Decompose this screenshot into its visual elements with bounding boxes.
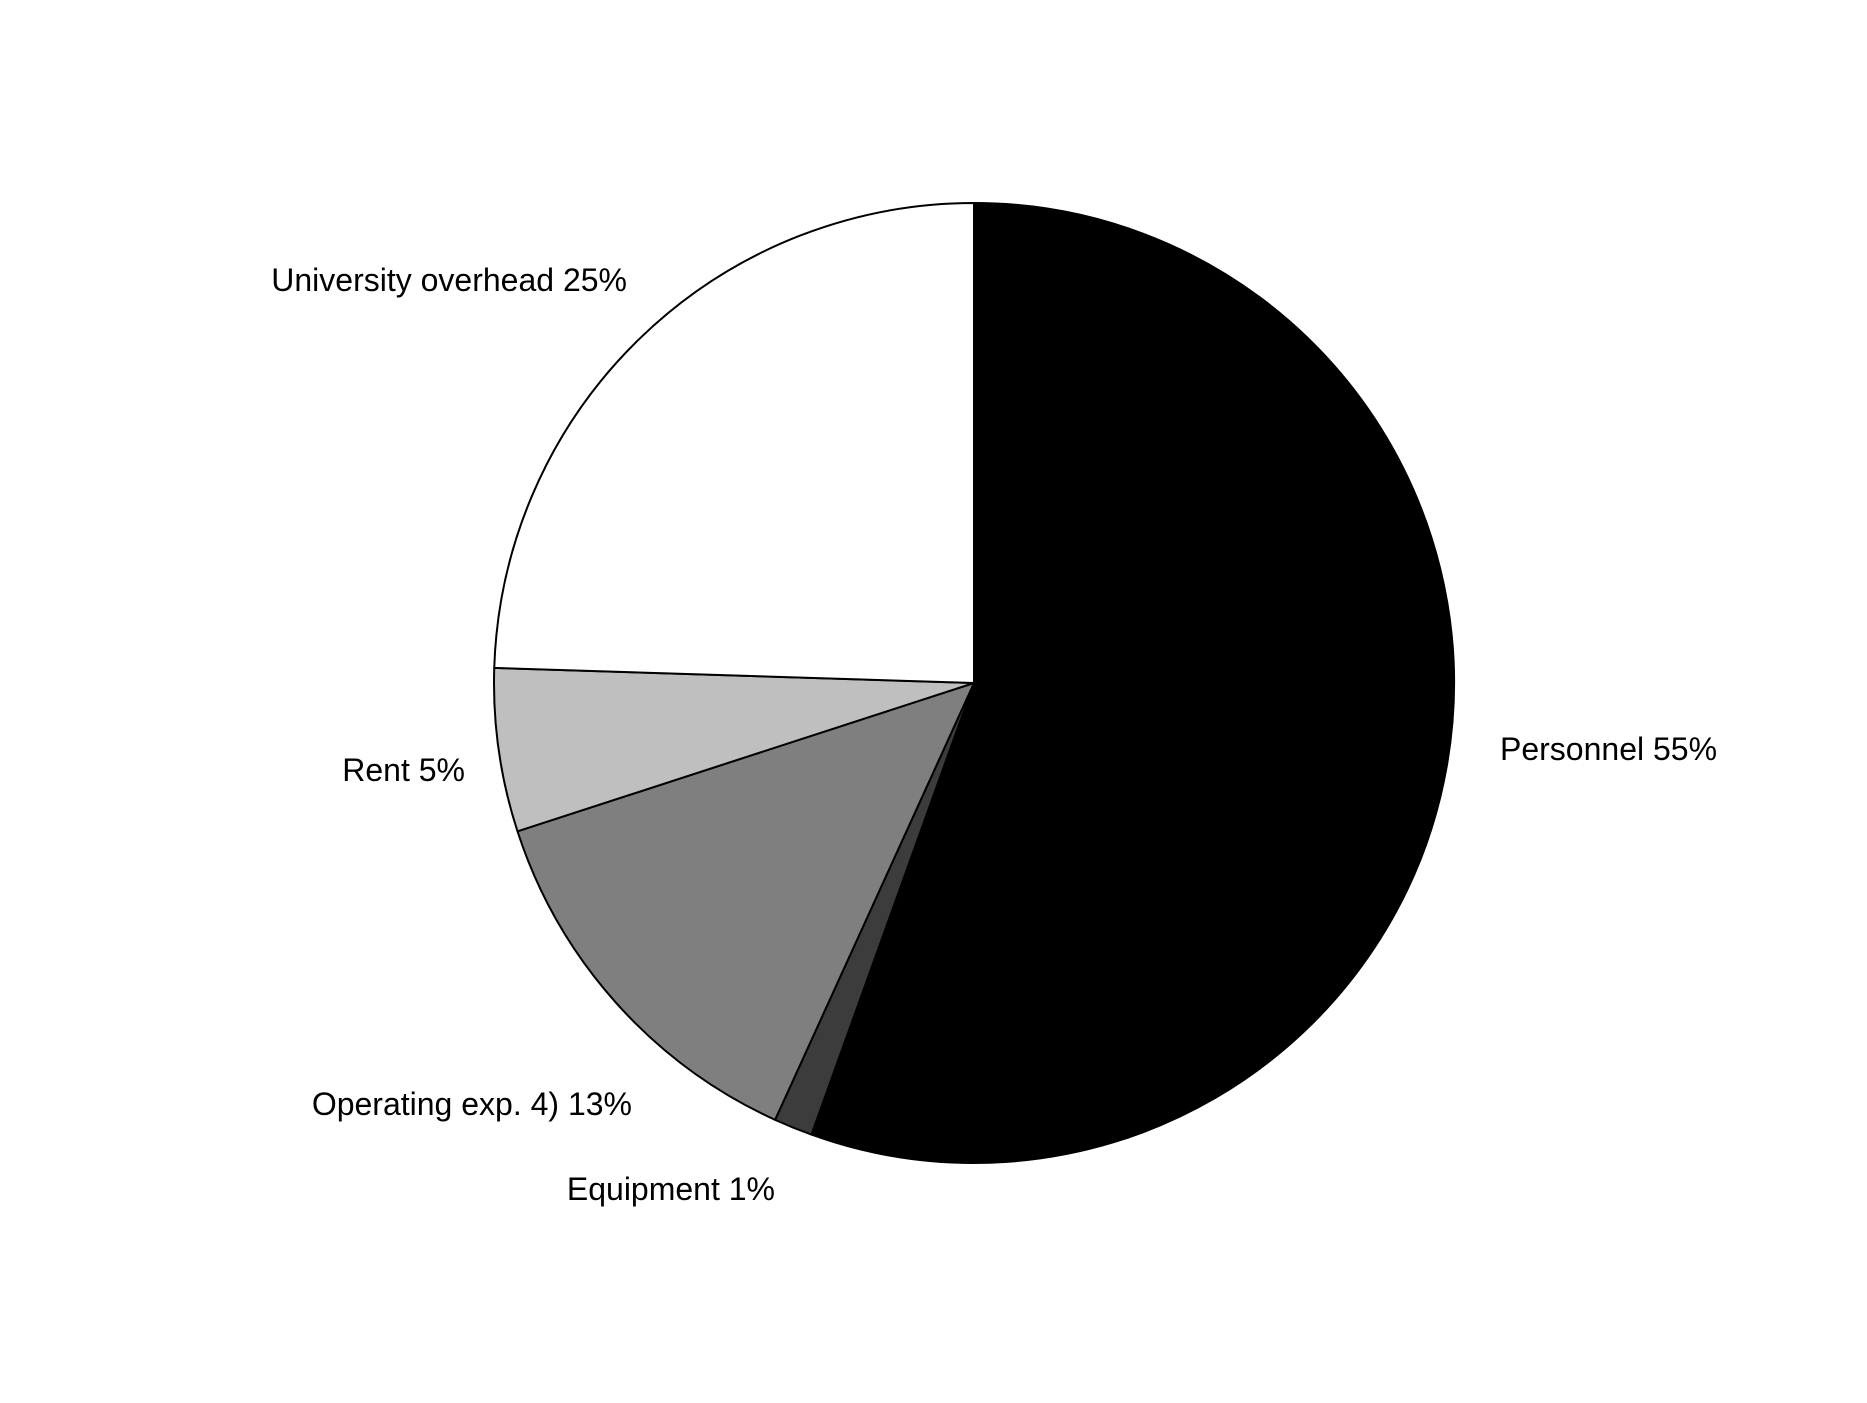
pie-slice-university-overhead <box>493 202 975 684</box>
pie-slice-rent <box>493 666 975 833</box>
pie-slice-operating-exp-4 <box>516 682 975 1121</box>
slice-label-rent: Rent 5% <box>342 752 465 788</box>
pie-slices <box>493 202 1455 1164</box>
slice-label-university-overhead: University overhead 25% <box>271 262 627 298</box>
slice-label-personnel: Personnel 55% <box>1500 731 1717 767</box>
pie-slice-personnel <box>810 202 1455 1164</box>
slice-label-operating-exp: Operating exp. 4) 13% <box>312 1086 632 1122</box>
slice-label-equipment: Equipment 1% <box>567 1171 775 1207</box>
